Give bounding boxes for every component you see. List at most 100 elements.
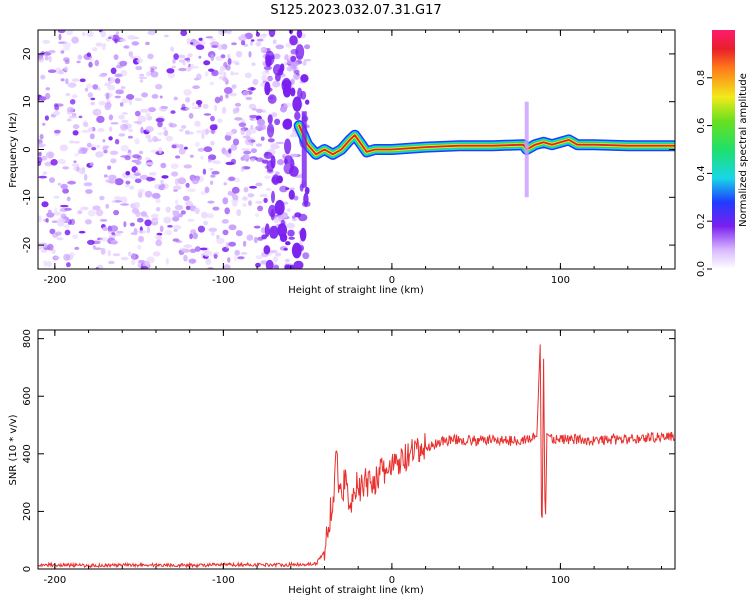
noise-blob [197, 225, 205, 233]
noise-blob [121, 119, 129, 123]
noise-blob [202, 103, 209, 110]
noise-blob [189, 63, 195, 70]
noise-blob [100, 30, 106, 38]
noise-blob [291, 242, 302, 259]
noise-blob [139, 79, 144, 83]
noise-blob [87, 92, 94, 98]
noise-blob [44, 55, 49, 61]
noise-blob [162, 126, 167, 130]
noise-blob [62, 188, 69, 194]
noise-blob [204, 186, 210, 194]
noise-blob [270, 249, 278, 254]
noise-blob [261, 74, 268, 81]
noise-blob [248, 200, 252, 207]
noise-blob [89, 58, 95, 62]
noise-blob [58, 70, 64, 75]
noise-blob [79, 78, 86, 83]
noise-blob [198, 55, 202, 59]
snr-xtick-label: 0 [389, 575, 395, 586]
snr-ylabel: SNR (10 * v/v) [8, 414, 19, 485]
noise-blob [190, 42, 194, 45]
noise-blob [183, 244, 193, 248]
noise-blob [152, 192, 161, 199]
noise-blob [51, 220, 58, 223]
noise-blob [108, 114, 114, 121]
noise-blob [225, 154, 232, 158]
noise-blob [175, 155, 181, 159]
noise-blob [284, 258, 290, 263]
noise-blob [104, 103, 111, 111]
noise-blob [195, 44, 205, 50]
noise-blob [49, 177, 55, 183]
noise-blob [229, 92, 237, 97]
noise-blob [137, 230, 147, 234]
noise-blob [220, 54, 226, 59]
noise-blob [66, 118, 72, 122]
noise-blob [285, 43, 293, 48]
noise-blob [165, 206, 171, 213]
noise-blob [108, 174, 117, 181]
noise-blob [225, 242, 229, 249]
noise-blob [285, 241, 291, 246]
noise-blob [227, 257, 231, 263]
noise-blob [235, 50, 243, 58]
noise-blob [180, 210, 186, 215]
noise-blob [234, 62, 240, 66]
noise-blob [147, 30, 156, 36]
noise-blob [248, 51, 252, 58]
noise-blob [66, 106, 74, 113]
noise-blob [138, 76, 148, 80]
noise-blob [84, 219, 92, 225]
noise-blob [71, 78, 80, 82]
noise-blob [146, 256, 155, 264]
noise-blob [63, 65, 69, 72]
noise-blob [255, 32, 260, 37]
noise-blob [63, 224, 70, 229]
noise-blob [61, 47, 71, 51]
noise-blob [145, 134, 151, 139]
noise-blob [198, 40, 206, 46]
noise-blob [178, 147, 186, 155]
noise-blob [186, 38, 191, 45]
noise-blob [137, 217, 144, 223]
noise-blob [145, 214, 149, 218]
noise-blob [243, 150, 252, 155]
noise-blob [135, 65, 143, 71]
noise-blob [120, 144, 129, 152]
noise-blob [193, 208, 200, 213]
noise-blob [145, 162, 154, 166]
noise-blob [38, 143, 47, 148]
noise-blob [249, 185, 257, 189]
noise-blob [214, 160, 221, 165]
noise-blob [92, 245, 96, 249]
noise-blob [255, 125, 264, 131]
noise-blob [146, 176, 154, 182]
noise-blob [102, 139, 106, 143]
noise-blob [64, 59, 70, 65]
noise-blob [155, 83, 163, 90]
spectrogram-ytick-label: 0 [22, 146, 33, 152]
noise-blob [223, 264, 231, 269]
noise-blob [108, 36, 112, 39]
noise-blob [185, 97, 191, 103]
noise-blob [187, 53, 193, 58]
noise-blob [69, 252, 75, 257]
noise-blob [134, 178, 142, 184]
noise-blob [88, 61, 93, 68]
noise-blob [272, 39, 277, 45]
noise-blob [95, 42, 103, 47]
noise-blob [125, 180, 131, 185]
noise-blob [62, 41, 71, 49]
noise-blob [38, 175, 48, 179]
noise-blob [103, 149, 108, 154]
noise-blob [131, 41, 140, 46]
noise-blob [87, 209, 97, 217]
noise-blob [192, 85, 200, 90]
noise-blob [73, 160, 77, 163]
noise-blob [77, 54, 83, 60]
noise-blob [275, 44, 285, 50]
noise-blob [292, 96, 302, 112]
noise-blob [281, 77, 292, 93]
noise-blob [67, 82, 77, 88]
noise-blob [90, 101, 95, 106]
